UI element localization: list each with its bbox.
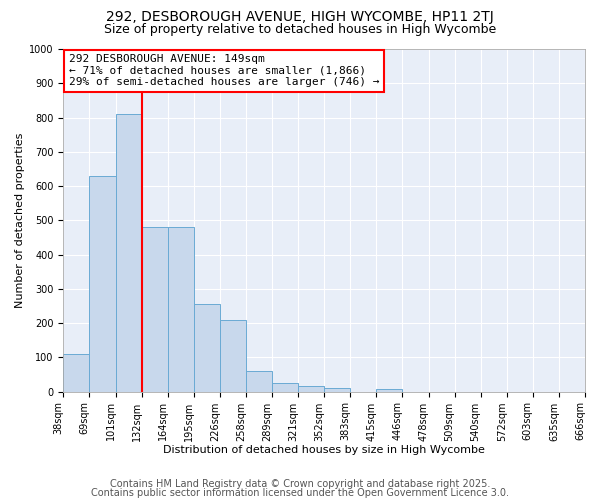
Bar (298, 386, 324, 392)
Bar (168, 227, 194, 392)
Bar (376, 389, 403, 392)
Bar (116, 114, 142, 392)
X-axis label: Distribution of detached houses by size in High Wycombe: Distribution of detached houses by size … (163, 445, 485, 455)
Bar (246, 371, 272, 392)
Bar (142, 227, 168, 392)
Bar (272, 383, 298, 392)
Bar (194, 304, 220, 392)
Text: 292 DESBOROUGH AVENUE: 149sqm
← 71% of detached houses are smaller (1,866)
29% o: 292 DESBOROUGH AVENUE: 149sqm ← 71% of d… (68, 54, 379, 88)
Text: 292, DESBOROUGH AVENUE, HIGH WYCOMBE, HP11 2TJ: 292, DESBOROUGH AVENUE, HIGH WYCOMBE, HP… (106, 10, 494, 24)
Bar (220, 320, 246, 392)
Text: Size of property relative to detached houses in High Wycombe: Size of property relative to detached ho… (104, 22, 496, 36)
Text: Contains public sector information licensed under the Open Government Licence 3.: Contains public sector information licen… (91, 488, 509, 498)
Bar (89, 176, 116, 392)
Bar (324, 388, 350, 392)
Bar (64, 354, 89, 392)
Text: Contains HM Land Registry data © Crown copyright and database right 2025.: Contains HM Land Registry data © Crown c… (110, 479, 490, 489)
Y-axis label: Number of detached properties: Number of detached properties (15, 132, 25, 308)
